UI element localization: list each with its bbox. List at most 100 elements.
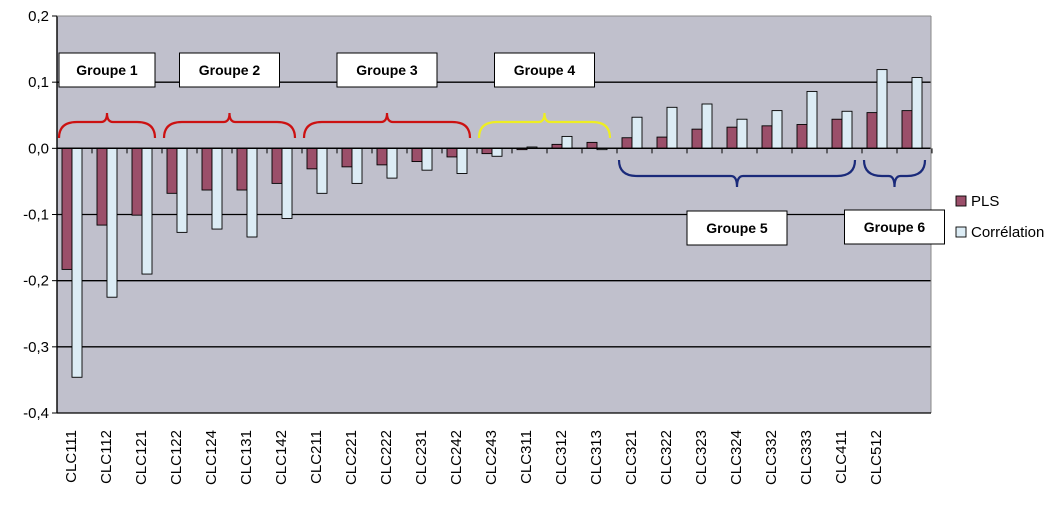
bar-pls — [271, 147, 283, 184]
group-label: Groupe 3 — [356, 62, 418, 78]
bar-pls — [481, 147, 493, 155]
bar-pls — [691, 128, 703, 149]
legend-label: PLS — [971, 193, 999, 210]
x-category-label: CLC221 — [343, 430, 360, 485]
x-category-label: CLC231 — [413, 430, 430, 485]
y-tick-label: 0,1 — [28, 74, 49, 91]
bar-correlation — [281, 147, 293, 219]
group-label: Groupe 5 — [706, 220, 768, 236]
x-category-label: CLC411 — [833, 430, 850, 484]
bar-correlation — [456, 147, 468, 174]
bar-pls — [621, 137, 633, 149]
bar-correlation — [176, 147, 188, 233]
x-category-label: CLC311 — [518, 430, 535, 484]
y-tick-labels: -0,4 -0,3 -0,2 -0,1 0,0 0,1 0,2 — [23, 8, 57, 422]
bar-correlation — [386, 147, 398, 179]
bar-correlation — [911, 77, 923, 149]
group-label-box — [686, 210, 788, 246]
bar-correlation — [561, 135, 573, 149]
x-tick-labels: CLC111 CLC112 CLC121 CLC122 CLC124 CLC131 CLC1… — [63, 430, 885, 485]
bar-pls — [131, 147, 143, 216]
bar-pls — [341, 147, 353, 168]
bar-correlation — [771, 110, 783, 149]
bar-correlation — [666, 106, 678, 149]
x-category-label: CLC122 — [168, 430, 185, 485]
bar-pls — [61, 147, 73, 270]
bar-pls — [761, 125, 773, 149]
bar-correlation — [106, 147, 118, 298]
bar-pls — [166, 147, 178, 194]
bar-correlation — [141, 147, 153, 275]
x-category-label: CLC312 — [553, 430, 570, 485]
x-category-label: CLC313 — [588, 430, 605, 485]
bar-correlation — [806, 90, 818, 149]
bar-pls — [831, 118, 843, 149]
group-brace — [302, 112, 472, 139]
group-brace — [477, 112, 612, 139]
x-category-label: CLC111 — [63, 430, 80, 483]
bar-pls — [411, 147, 423, 163]
bar-correlation — [351, 147, 363, 184]
x-category-label: CLC124 — [203, 430, 220, 485]
group-brace — [162, 112, 297, 139]
bar-correlation — [246, 147, 258, 238]
x-category-label: CLC322 — [658, 430, 675, 485]
x-category-label: CLC333 — [798, 430, 815, 485]
bar-correlation — [631, 116, 643, 149]
bar-pls — [236, 147, 248, 191]
y-tick-label: 0,2 — [28, 8, 49, 25]
y-tick-label: -0,3 — [23, 339, 49, 356]
x-category-label: CLC142 — [273, 430, 290, 485]
bar-correlation — [876, 69, 888, 149]
legend: PLS Corrélation — [955, 193, 1044, 241]
bar-pls — [201, 147, 213, 191]
group-label: Groupe 4 — [514, 62, 576, 78]
x-category-label: CLC131 — [238, 430, 255, 485]
bar-pls — [586, 141, 598, 149]
bar-pls — [306, 147, 318, 170]
bar-correlation — [841, 110, 853, 149]
x-category-label: CLC211 — [308, 430, 325, 484]
x-category-label: CLC324 — [728, 430, 745, 485]
group-label-box — [494, 52, 595, 88]
bar-correlation — [421, 147, 433, 171]
legend-label: Corrélation — [971, 224, 1044, 241]
legend-swatch — [955, 226, 967, 238]
x-category-label: CLC512 — [868, 430, 885, 485]
bar-correlation — [71, 147, 83, 378]
group-brace — [617, 159, 857, 188]
bar-pls — [376, 147, 388, 166]
group-label-box — [336, 52, 438, 88]
bar-pls — [866, 112, 878, 149]
bar-correlation — [736, 118, 748, 149]
y-tick-label: -0,4 — [23, 405, 49, 422]
bar-correlation — [701, 103, 713, 149]
bar-correlation — [316, 147, 328, 194]
x-category-label: CLC242 — [448, 430, 465, 485]
bar-pls — [726, 126, 738, 149]
x-category-label: CLC332 — [763, 430, 780, 485]
zero-line — [56, 147, 933, 154]
group-annotations: Groupe 1 Groupe 2 Groupe 3 Groupe 4 Groupe 5… — [57, 52, 945, 246]
x-category-label: CLC222 — [378, 430, 395, 485]
group-label-box — [58, 52, 156, 88]
y-tick-label: 0,0 — [28, 140, 49, 157]
bar-correlation — [491, 147, 503, 157]
bar-pls — [901, 110, 913, 149]
bar-pls — [446, 147, 458, 158]
y-tick-label: -0,1 — [23, 207, 49, 224]
group-brace — [862, 159, 927, 188]
x-category-label: CLC243 — [483, 430, 500, 485]
group-label-box — [179, 52, 280, 88]
bar-pls — [656, 136, 668, 149]
x-category-label: CLC112 — [98, 430, 115, 484]
y-tick-label: -0,2 — [23, 273, 49, 290]
group-label: Groupe 1 — [76, 62, 138, 78]
bar-pls — [796, 124, 808, 149]
x-category-label: CLC121 — [133, 430, 150, 485]
group-label-box — [844, 209, 945, 245]
x-category-label: CLC323 — [693, 430, 710, 485]
bar-pls — [96, 147, 108, 226]
